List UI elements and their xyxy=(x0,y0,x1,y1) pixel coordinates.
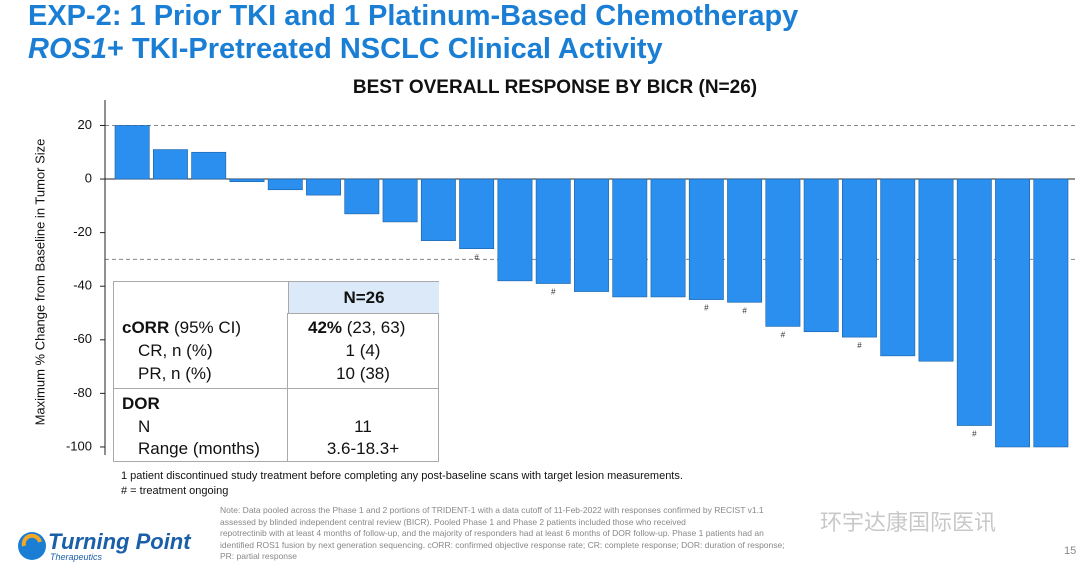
note-line: identified ROS1 fusion by next generatio… xyxy=(220,539,785,550)
row-label: PR, n (%) xyxy=(138,364,212,383)
y-tick-label: 0 xyxy=(85,170,92,185)
bar xyxy=(995,178,1031,448)
note-line: Note: Data pooled across the Phase 1 and… xyxy=(220,505,764,515)
y-tick-label: -80 xyxy=(73,385,92,400)
bar xyxy=(229,178,265,183)
bar xyxy=(1033,178,1069,448)
row-divider xyxy=(114,388,438,389)
bar xyxy=(612,178,648,298)
bar xyxy=(114,125,150,180)
bar xyxy=(765,178,801,327)
watermark: 环宇达康国际医讯 xyxy=(820,510,997,535)
logo-sub: Therapeutics xyxy=(50,552,103,562)
row-value: 10 (38) xyxy=(336,364,390,383)
page-number: 15 xyxy=(1064,545,1077,557)
note-line: PR: partial response xyxy=(220,551,298,561)
bar-label: # xyxy=(474,253,479,262)
row-label-bold: cORR xyxy=(122,318,170,337)
bar xyxy=(191,151,227,180)
row-value: 3.6-18.3+ xyxy=(326,439,400,458)
bar xyxy=(842,178,877,338)
y-axis-label: Maximum % Change from Baseline in Tumor … xyxy=(32,139,47,426)
chart-title: BEST OVERALL RESPONSE BY BICR (N=26) xyxy=(353,77,757,98)
bar xyxy=(420,178,456,241)
bar-label: # xyxy=(551,288,556,297)
row-value: 42% (23, 63) xyxy=(308,318,405,338)
y-tick-label: -100 xyxy=(66,438,92,453)
row-value: 1 (4) xyxy=(345,341,381,360)
logo-icon xyxy=(18,532,46,560)
row-value-rest: (23, 63) xyxy=(346,318,406,337)
bar xyxy=(880,178,916,357)
col-divider xyxy=(287,313,288,461)
bar xyxy=(459,178,495,249)
note-line: assessed by blinded independent central … xyxy=(220,516,686,527)
row-label: Range (months) xyxy=(138,439,260,458)
row-label: DOR xyxy=(122,394,160,413)
row-label-rest: (95% CI) xyxy=(173,318,242,337)
bar xyxy=(535,178,571,284)
row-label: CR, n (%) xyxy=(138,341,213,360)
bar xyxy=(152,149,188,180)
row-label: N xyxy=(138,417,151,436)
y-tick-label: -20 xyxy=(73,224,92,239)
slide-subtitle: ROS1+ TKI-Pretreated NSCLC Clinical Acti… xyxy=(28,33,663,66)
slide-title: EXP-2: 1 Prior TKI and 1 Platinum-Based … xyxy=(28,0,799,32)
bar xyxy=(306,178,341,196)
bar xyxy=(918,178,954,362)
row-value: 11 xyxy=(354,417,372,436)
bar xyxy=(382,178,418,223)
bar xyxy=(267,178,303,191)
bar xyxy=(803,178,839,333)
row-value-bold: 42% xyxy=(308,318,343,337)
subtitle-rest: + TKI-Pretreated NSCLC Clinical Activity xyxy=(106,33,663,65)
logo-text: Turning Point xyxy=(48,529,191,554)
bar-label: # xyxy=(781,331,786,340)
bar xyxy=(727,178,763,303)
table-header: N=26 xyxy=(288,282,439,314)
y-tick-label: -60 xyxy=(73,331,92,346)
y-tick-label: 20 xyxy=(78,117,92,132)
bar-label: # xyxy=(742,306,747,315)
note: Note: Data pooled across the Phase 1 and… xyxy=(220,505,785,563)
bar xyxy=(650,178,686,298)
bar-label: # xyxy=(857,341,862,350)
row-label: cORR (95% CI) xyxy=(122,318,241,338)
footnote: 1 patient discontinued study treatment b… xyxy=(121,470,683,482)
summary-table: N=26 cORR (95% CI) 42% (23, 63) CR, n (%… xyxy=(113,281,439,462)
gene-name: ROS1 xyxy=(28,33,107,65)
bar-label: # xyxy=(704,304,709,313)
bar xyxy=(574,178,609,292)
bar xyxy=(688,178,724,300)
footnote: # = treatment ongoing xyxy=(121,485,229,497)
bar-label: # xyxy=(972,430,977,439)
note-line: repotrectinib with at least 4 months of … xyxy=(220,528,764,538)
y-tick-label: -40 xyxy=(73,278,92,293)
bar xyxy=(497,178,533,282)
bar xyxy=(344,178,380,215)
bar xyxy=(956,178,992,426)
